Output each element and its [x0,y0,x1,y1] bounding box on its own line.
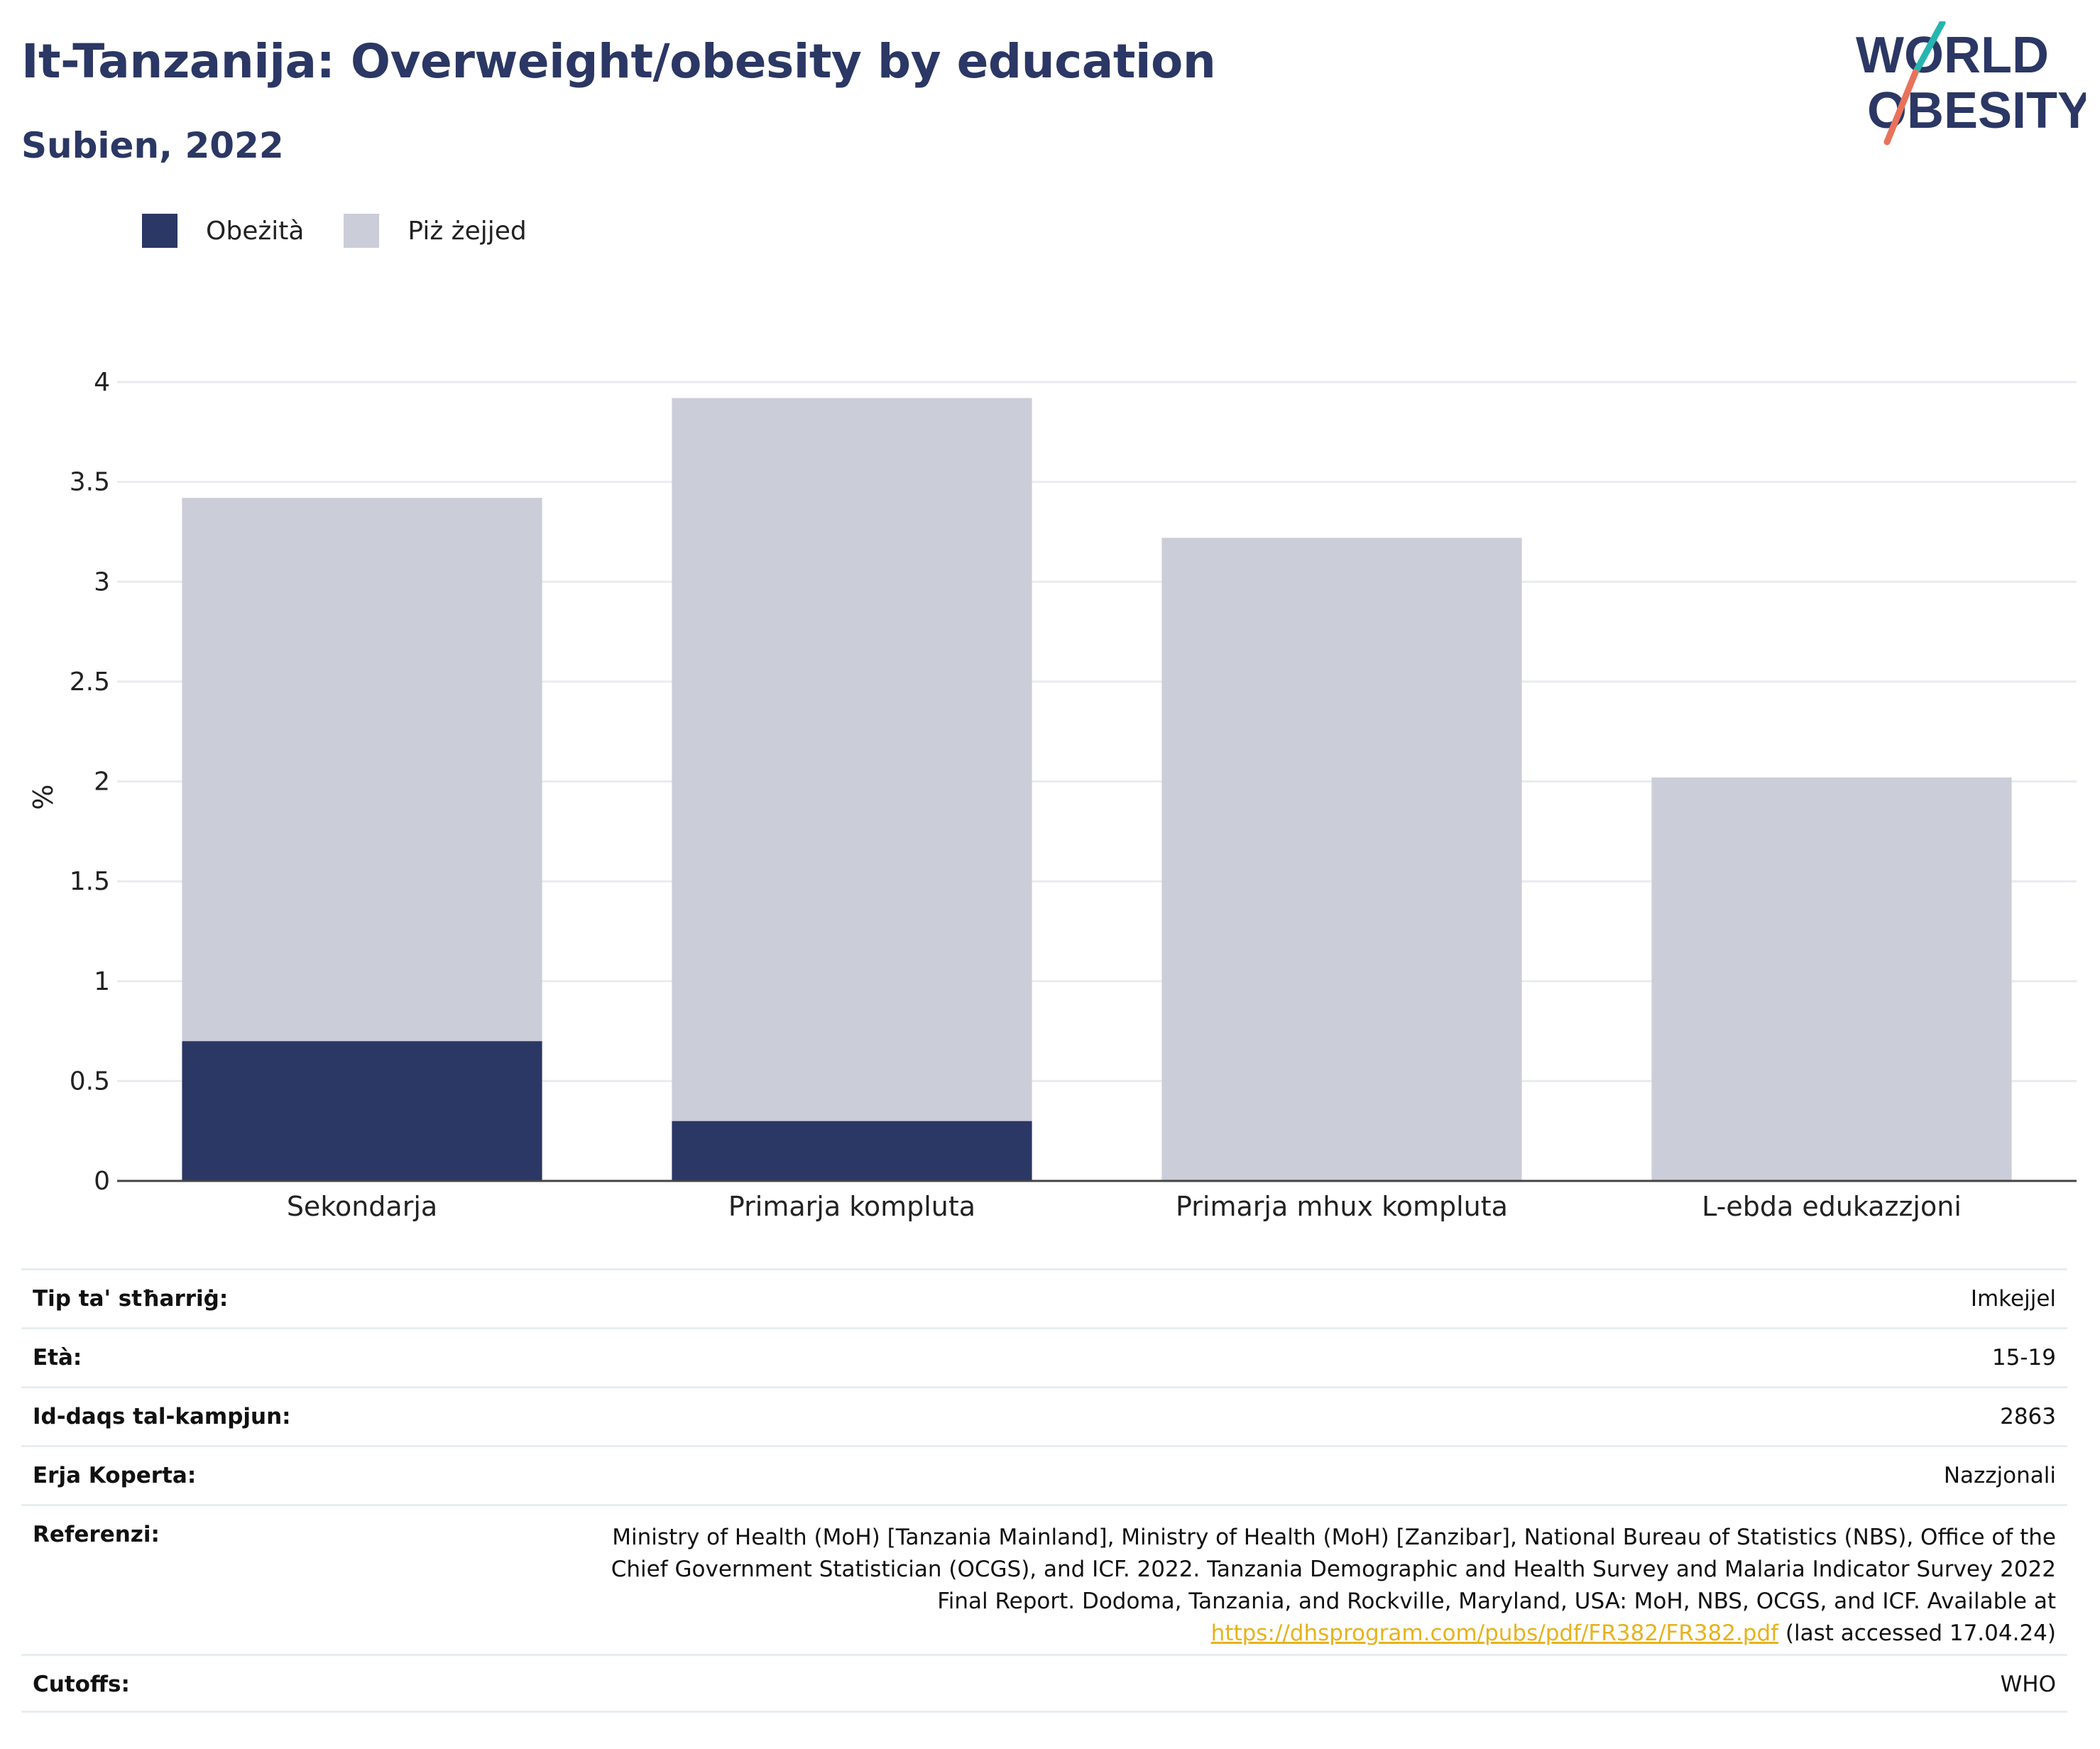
y-tick-label: 0 [94,1167,110,1196]
references-text: Ministry of Health (MoH) [Tanzania Mainl… [611,1525,2056,1614]
x-tick-label: L-ebda edukazzjoni [1702,1191,1962,1222]
info-row-area: Erja Koperta: Nazzjonali [21,1445,2067,1504]
logo-word-obesity: OBESITY [1867,82,2086,139]
sample-size-label: Id-daqs tal-kampjun: [33,1404,291,1429]
x-tick-label: Primarja kompluta [728,1191,975,1222]
bar-obesity-2 [672,1121,1032,1181]
bar-overweight-3 [1161,538,1522,1181]
chart-subtitle: Subien, 2022 [21,125,284,166]
legend-label-obesity: Obeżità [206,216,305,246]
bar-overweight-1 [182,498,542,1042]
references-label: Referenzi: [33,1522,160,1547]
info-row-references: Referenzi: Ministry of Health (MoH) [Tan… [21,1504,2067,1654]
info-row-age: Età: 15-19 [21,1327,2067,1386]
info-row-sample-size: Id-daqs tal-kampjun: 2863 [21,1386,2067,1445]
logo-slash-teal [1912,21,1946,76]
y-tick-label: 2 [94,768,110,797]
age-label: Età: [33,1345,82,1371]
x-tick-label: Primarja mhux kompluta [1176,1191,1508,1222]
logo-word-world: WORLD [1856,27,2049,84]
world-obesity-logo: WORLD OBESITY [1856,21,2086,146]
references-link[interactable]: https://dhsprogram.com/pubs/pdf/FR382/FR… [1210,1620,1779,1646]
age-value: 15-19 [1991,1345,2056,1371]
survey-type-value: Imkejjel [1970,1286,2056,1312]
y-axis-title: % [28,784,59,810]
cutoffs-value: WHO [2000,1672,2056,1697]
y-tick-label: 3.5 [70,468,110,497]
info-row-cutoffs: Cutoffs: WHO [21,1654,2067,1713]
info-row-survey-type: Tip ta' stħarriġ: Imkejjel [21,1268,2067,1327]
cutoffs-label: Cutoffs: [33,1672,130,1697]
legend-label-overweight: Piż żejjed [408,216,527,246]
info-table: Tip ta' stħarriġ: Imkejjel Età: 15-19 Id… [21,1268,2067,1713]
chart-title: It-Tanzanija: Overweight/obesity by educ… [21,34,1216,89]
y-tick-label: 4 [94,368,110,397]
bar-chart: 0 0.5 1 1.5 2 2.5 3 3.5 4% Sekondarja Primarja kom… [28,368,2077,1222]
logo-slash-coral [1883,69,1919,146]
y-tick-label: 0.5 [70,1067,110,1096]
bar-overweight-2 [672,398,1032,1121]
sample-size-value: 2863 [2000,1404,2056,1429]
legend-item-overweight[interactable]: Piż żejjed [344,214,527,248]
bar-overweight-4 [1651,777,2012,1181]
references-suffix: (last accessed 17.04.24) [1785,1620,2056,1646]
y-tick-label: 1 [94,967,110,996]
area-value: Nazzjonali [1943,1463,2056,1488]
y-tick-label: 1.5 [70,867,110,896]
references-value: Ministry of Health (MoH) [Tanzania Mainl… [594,1522,2056,1650]
y-tick-label: 3 [94,567,110,596]
legend-swatch-obesity [142,214,177,248]
legend-swatch-overweight [344,214,380,248]
y-tick-label: 2.5 [70,668,110,697]
chart-legend: Obeżità Piż żejjed [142,213,567,249]
x-tick-label: Sekondarja [287,1191,437,1222]
legend-item-obesity[interactable]: Obeżità [142,214,304,248]
bar-obesity-1 [182,1041,542,1181]
survey-type-label: Tip ta' stħarriġ: [33,1286,229,1312]
area-label: Erja Koperta: [33,1463,197,1488]
